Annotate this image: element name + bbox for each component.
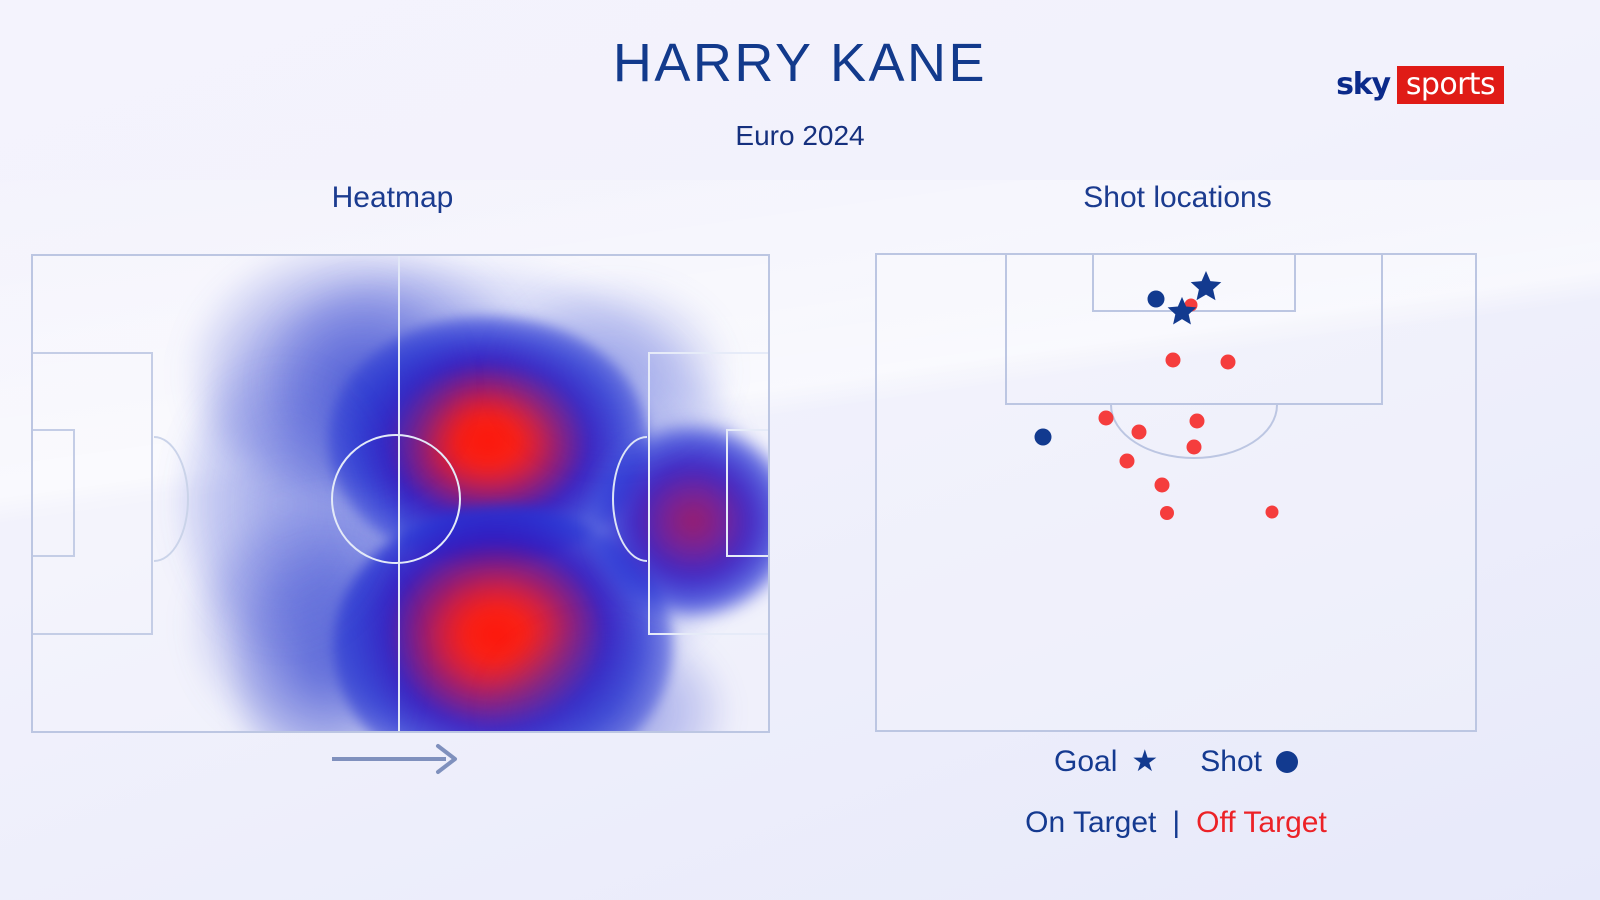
shot-marker-off-target xyxy=(1160,506,1174,520)
shot-marker-off-target xyxy=(1098,410,1114,426)
shot-marker-off-target xyxy=(1220,354,1236,370)
penalty-box-right xyxy=(648,352,768,635)
goal-marker-star-icon xyxy=(1166,295,1198,331)
legend-goal-label: Goal xyxy=(1054,744,1118,778)
shot-marker-off-target xyxy=(1131,424,1147,440)
legend-on-target-label: On Target xyxy=(1025,806,1157,839)
shot-marker-off-target xyxy=(1265,505,1279,519)
legend-off-target-label: Off Target xyxy=(1196,806,1327,839)
shot-marker-off-target xyxy=(1165,352,1181,368)
legend-separator: | xyxy=(1172,806,1181,839)
marker-legend: Goal ★ Shot xyxy=(875,744,1477,779)
direction-of-play-arrow-icon xyxy=(330,742,465,776)
target-legend: On Target | Off Target xyxy=(875,806,1477,840)
shot-marker-off-target xyxy=(1119,453,1135,469)
shot-marker-off-target xyxy=(1189,413,1205,429)
page-title: HARRY KANE xyxy=(612,33,988,93)
page-subtitle: Euro 2024 xyxy=(735,120,865,151)
shot-marker-off-target xyxy=(1186,439,1202,455)
shot-penalty-box xyxy=(1005,253,1383,405)
shots-panel-heading: Shot locations xyxy=(1083,181,1272,214)
sky-sports-logo: sky sports xyxy=(1336,66,1504,104)
heatmap-pitch xyxy=(31,254,770,733)
six-yard-box-left xyxy=(33,429,75,557)
shot-locations-pitch xyxy=(875,253,1477,732)
legend-shot-label: Shot xyxy=(1200,744,1262,778)
sports-wordmark: sports xyxy=(1396,66,1504,104)
six-yard-box-right xyxy=(726,429,768,557)
legend-circle-icon xyxy=(1276,750,1298,773)
penalty-box-left xyxy=(33,352,153,635)
heatmap-panel-heading: Heatmap xyxy=(331,181,454,214)
legend-star-icon: ★ xyxy=(1131,745,1159,778)
goal-marker-star-icon xyxy=(1189,269,1223,307)
shot-six-yard-box xyxy=(1092,253,1296,312)
centre-circle xyxy=(331,434,461,564)
shot-marker-on-target xyxy=(1034,428,1052,446)
shot-marker-off-target xyxy=(1154,477,1170,493)
shot-marker-on-target xyxy=(1147,290,1165,308)
sky-wordmark: sky xyxy=(1336,67,1391,102)
